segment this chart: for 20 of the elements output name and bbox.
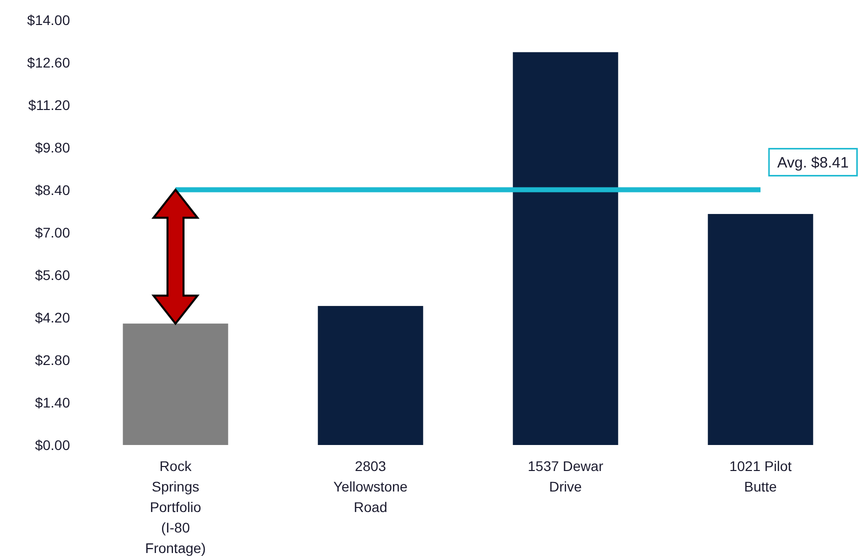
x-tick-label: Rock Springs Portfolio (I-80 Frontage) <box>145 458 206 556</box>
y-tick-label: $2.80 <box>34 352 70 368</box>
y-tick-label: $11.20 <box>28 96 70 113</box>
y-tick-label: $5.60 <box>34 266 70 283</box>
y-tick-label: $14.00 <box>27 12 70 28</box>
bar <box>708 214 814 445</box>
y-tick-label: $7.00 <box>34 224 70 240</box>
x-tick-label: 1537 Dewar Drive <box>528 458 604 494</box>
y-tick-label: $9.80 <box>34 139 70 156</box>
y-tick-label: $4.20 <box>34 309 70 326</box>
y-tick-label: $12.60 <box>27 54 70 70</box>
bar <box>512 52 618 445</box>
bar <box>122 324 228 445</box>
x-tick-label: 2803 Yellowstone Road <box>333 458 408 515</box>
y-tick-label: $8.40 <box>34 182 70 198</box>
ref-line-label: Avg. $8.41 <box>777 154 849 172</box>
y-tick-label: $0.00 <box>34 436 70 453</box>
x-tick-label: 1021 Pilot Butte <box>729 458 792 494</box>
y-tick-label: $1.40 <box>34 394 70 410</box>
bar <box>318 306 424 445</box>
